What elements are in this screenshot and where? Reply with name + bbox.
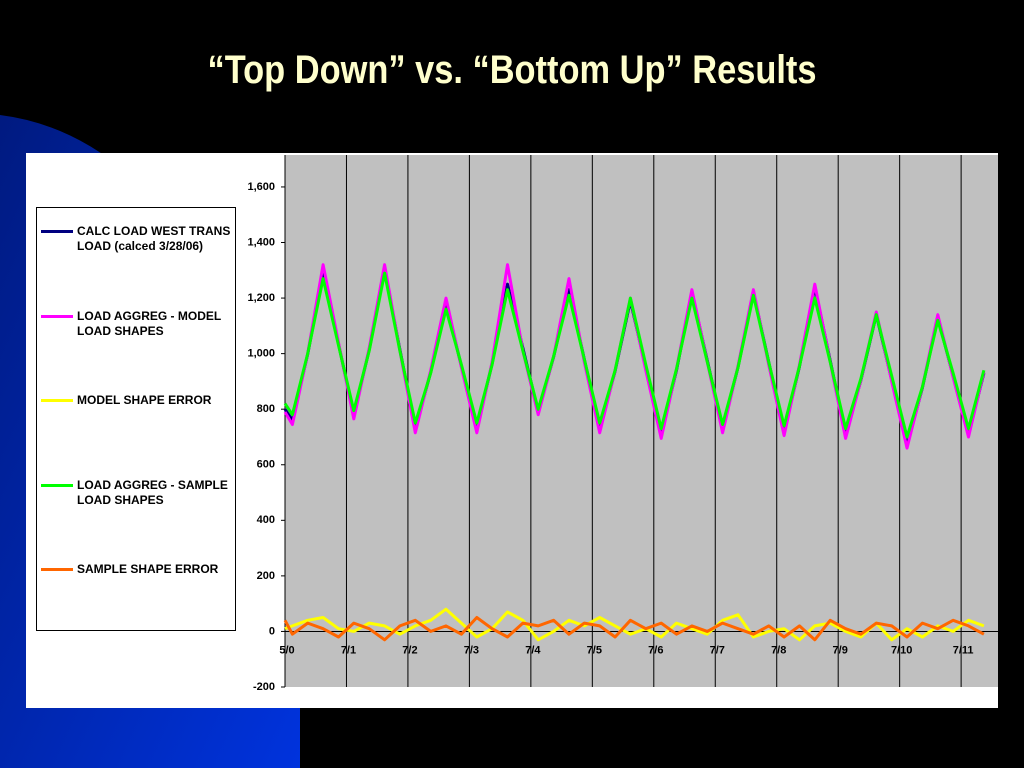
legend-swatch: [41, 230, 73, 233]
legend-swatch: [41, 483, 73, 487]
y-tick-label: 1,400: [247, 236, 275, 248]
x-tick-label: 7/9: [833, 644, 848, 656]
legend-label: SAMPLE SHAPE ERROR: [77, 562, 219, 576]
series-line: [283, 271, 986, 439]
legend-label: LOAD AGGREG - SAMPLE LOAD SHAPES: [77, 477, 228, 507]
x-tick-label: 7/3: [464, 644, 479, 656]
legend-label: CALC LOAD WEST TRANS LOAD (calced 3/28/0…: [77, 224, 231, 253]
y-tick-label: 1,600: [247, 181, 275, 193]
series-line: [283, 616, 985, 642]
x-tick-label: 7/7: [710, 644, 725, 656]
y-tick-label: -200: [253, 681, 275, 693]
x-tick-label: 7/1: [341, 644, 356, 656]
y-tick-label: 1,000: [247, 348, 275, 360]
x-tick-label: 7/10: [891, 644, 912, 656]
legend-swatch: [41, 568, 73, 571]
legend-label: MODEL SHAPE ERROR: [77, 393, 212, 407]
x-tick-label: 7/8: [771, 644, 786, 656]
plot-area: [285, 155, 998, 687]
y-tick-label: 800: [257, 403, 275, 415]
slide-title: “Top Down” vs. “Bottom Up” Results: [207, 48, 817, 92]
legend-swatch: [41, 314, 73, 318]
y-tick-label: 400: [257, 514, 275, 526]
x-tick-label: 7/4: [525, 644, 541, 656]
legend-label: LOAD AGGREG - MODEL LOAD SHAPES: [77, 308, 221, 338]
y-tick-label: 1,200: [247, 292, 275, 304]
x-tick-label: 7/2: [402, 644, 417, 656]
y-tick-label: 0: [269, 625, 275, 637]
x-tick-label: 5/0: [279, 644, 294, 656]
y-tick-label: 200: [257, 570, 275, 582]
x-tick-label: 7/5: [587, 644, 602, 656]
y-tick-label: 600: [257, 459, 275, 471]
legend: CALC LOAD WEST TRANS LOAD (calced 3/28/0…: [36, 207, 236, 631]
legend-swatch: [41, 399, 73, 402]
x-tick-label: 7/6: [648, 644, 663, 656]
x-tick-label: 7/11: [953, 644, 974, 656]
